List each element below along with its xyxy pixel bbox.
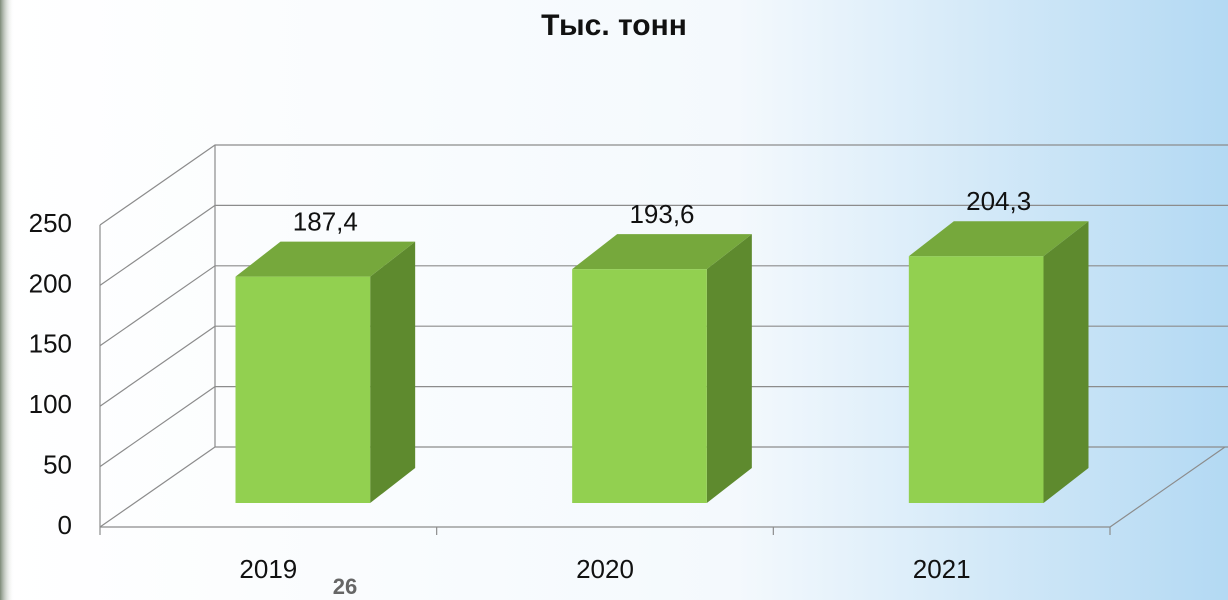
bar-top [908, 221, 1089, 257]
y-tick-label: 50 [43, 449, 72, 479]
bar [908, 256, 1044, 503]
chart-title: Тыс. тонн [541, 9, 687, 42]
grid-line [99, 446, 1228, 528]
grid-line [99, 144, 1228, 226]
value-label: 187,4 [293, 206, 358, 236]
value-label: 193,6 [629, 199, 694, 229]
grid-line [99, 325, 1228, 407]
bar-side [370, 241, 416, 504]
grid-line [99, 265, 1228, 347]
x-tick-label: 2020 [576, 554, 634, 584]
bar-side [706, 234, 752, 503]
plot: 0 50 100 150 200 250 2019 187,4 2020 193,6 2021 204… [29, 144, 1228, 584]
y-tick-label: 100 [29, 389, 72, 419]
y-tick-label: 200 [29, 268, 72, 298]
x-tick-label: 2019 [239, 554, 297, 584]
left-edge [0, 0, 14, 600]
page-number: 26 [333, 574, 357, 599]
x-tick-label: 2021 [913, 554, 971, 584]
grid-line [99, 204, 1228, 286]
grid-line [99, 386, 1228, 468]
bar-top [235, 241, 416, 277]
bar-top [572, 234, 752, 270]
bar [235, 276, 371, 503]
y-tick-label: 150 [29, 329, 72, 359]
bar [572, 269, 707, 503]
bar-side [1043, 221, 1089, 503]
y-tick-label: 250 [29, 208, 72, 238]
value-label: 204,3 [966, 186, 1031, 216]
y-tick-label: 0 [58, 510, 72, 540]
